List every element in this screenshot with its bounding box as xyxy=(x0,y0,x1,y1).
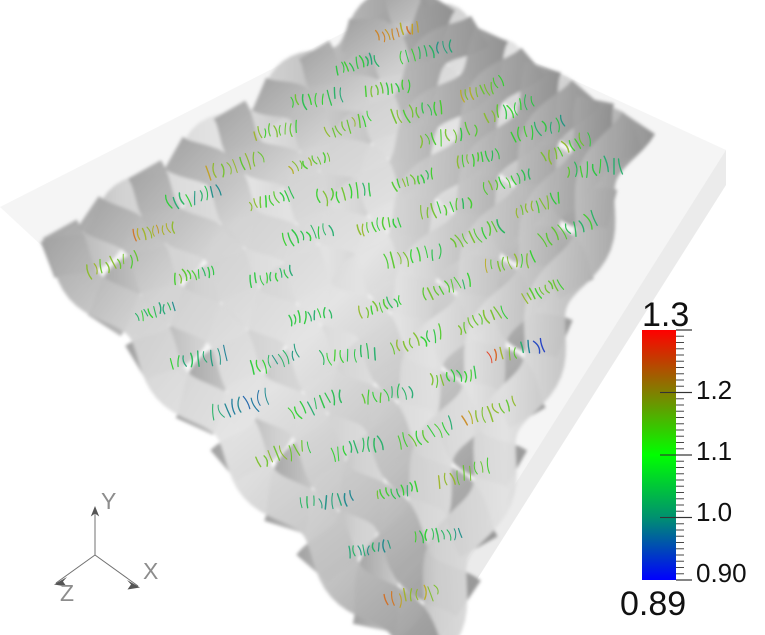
svg-text:Z: Z xyxy=(60,580,74,606)
svg-text:1.1: 1.1 xyxy=(696,436,732,466)
svg-text:0.90: 0.90 xyxy=(696,558,747,588)
svg-text:1.2: 1.2 xyxy=(696,375,732,405)
svg-text:0.89: 0.89 xyxy=(620,585,686,623)
svg-text:X: X xyxy=(143,558,158,584)
svg-text:1.3: 1.3 xyxy=(642,296,689,334)
svg-text:Y: Y xyxy=(101,488,116,514)
svg-text:1.0: 1.0 xyxy=(696,497,732,527)
